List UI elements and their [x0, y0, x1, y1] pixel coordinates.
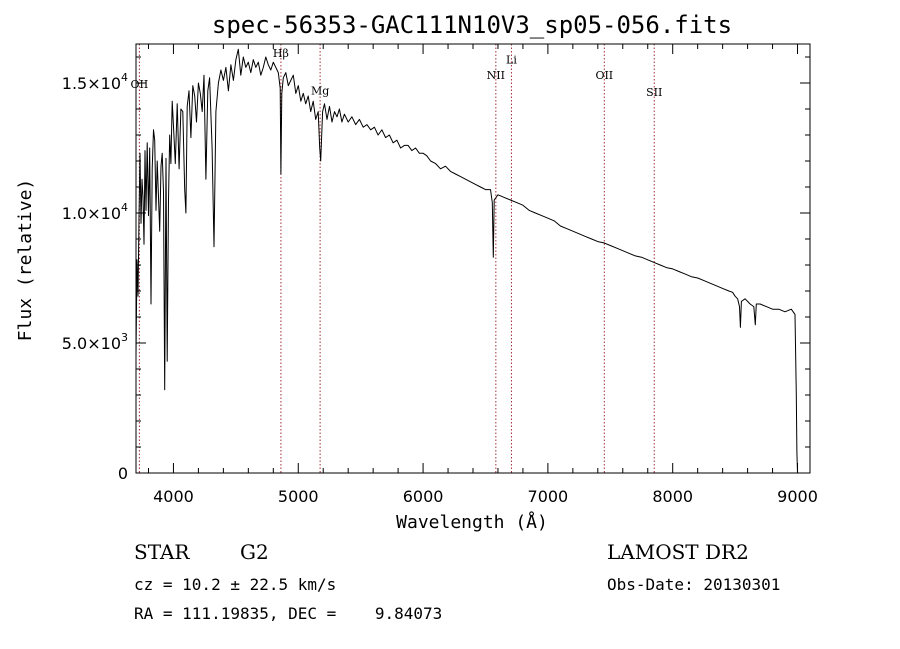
plot-frame	[135, 43, 811, 474]
y-tick-label: 1.5×104	[62, 71, 128, 93]
spectrum-line	[135, 48, 798, 474]
coordinates-readout: RA = 111.19835, DEC = 9.84073	[134, 604, 443, 623]
object-type: STAR	[134, 540, 190, 564]
x-tick-label: 7000	[528, 487, 569, 506]
x-tick-label: 4000	[153, 487, 194, 506]
observation-date: Obs-Date: 20130301	[607, 575, 781, 594]
x-tick-label: 5000	[278, 487, 319, 506]
line-marker-label-5: OII	[595, 69, 613, 82]
line-marker-label-0: OII	[131, 78, 149, 91]
chart-title: spec-56353-GAC111N10V3_sp05-056.fits	[212, 11, 732, 39]
line-marker-label-2: Mg	[311, 85, 329, 98]
y-axis-label: Flux (relative)	[15, 179, 36, 342]
y-tick-label: 5.0×103	[62, 331, 128, 353]
line-marker-label-1: Hβ	[273, 47, 289, 60]
spectral-subclass: G2	[240, 540, 269, 564]
x-tick-label: 9000	[777, 487, 818, 506]
x-tick-label: 6000	[403, 487, 444, 506]
x-tick-label: 8000	[652, 487, 693, 506]
line-marker-label-3: NII	[487, 69, 505, 82]
y-tick-label: 0	[118, 464, 128, 483]
y-tick-label: 1.0×104	[62, 201, 128, 223]
survey-name: LAMOST DR2	[607, 540, 749, 564]
x-axis-label: Wavelength (Å)	[396, 511, 548, 533]
redshift-readout: cz = 10.2 ± 22.5 km/s	[134, 575, 337, 594]
line-marker-label-4: Li	[506, 54, 517, 67]
line-marker-label-6: SII	[646, 86, 662, 99]
axis-ticks: 4000 5000 6000 7000 8000 9000 0 5.0×103 1.0×104 1…	[62, 44, 818, 506]
